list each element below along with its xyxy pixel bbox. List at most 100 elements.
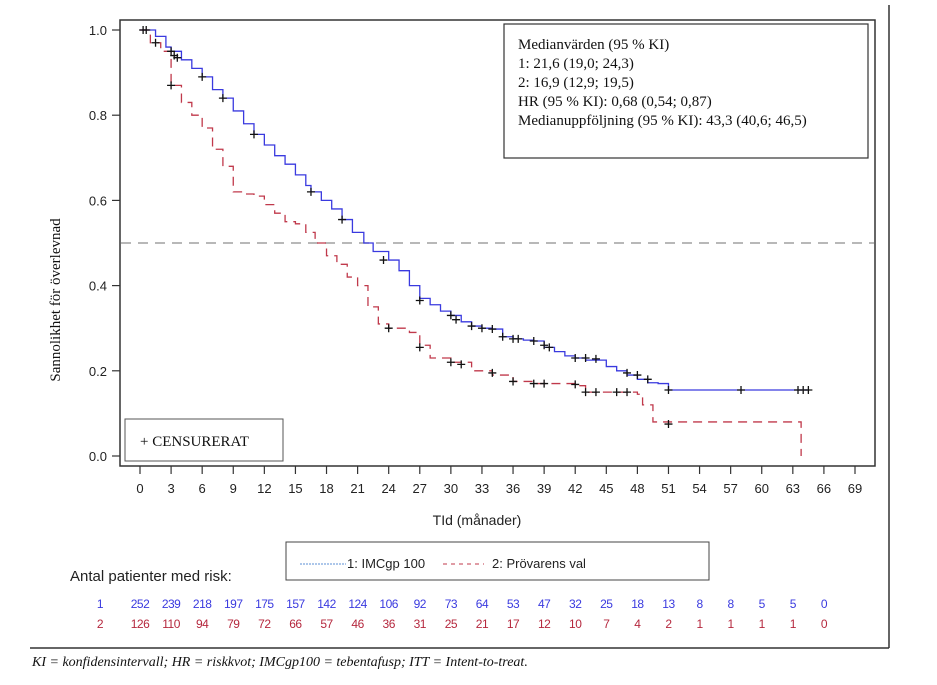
risk-value: 0 [821,617,828,631]
censor-mark-series-1 [167,47,176,56]
risk-value: 13 [662,597,675,611]
risk-value: 252 [131,597,150,611]
censor-mark-series-1 [249,130,258,139]
censor-mark-series-2 [509,377,518,386]
risk-value: 25 [600,597,613,611]
censor-mark-series-2 [581,388,590,397]
y-tick-label: 1.0 [89,23,107,38]
stats-line: HR (95 % KI): 0,68 (0,54; 0,87) [518,94,712,110]
censor-mark-series-1 [467,322,476,331]
risk-value: 1 [696,617,703,631]
censor-mark-series-1 [198,72,207,81]
risk-value: 10 [569,617,582,631]
risk-value: 175 [255,597,274,611]
censor-mark-series-1 [545,343,554,352]
censor-mark-series-1 [623,368,632,377]
censor-mark-series-1 [571,354,580,363]
risk-value: 72 [258,617,271,631]
x-tick-label: 42 [568,481,582,496]
censor-mark-series-1 [498,332,507,341]
risk-value: 46 [351,617,364,631]
censor-legend-label: + CENSURERAT [140,434,249,450]
y-tick-label: 0.8 [89,108,107,123]
risk-value: 64 [476,597,489,611]
y-axis: 0.0 0.2 0.4 0.6 0.8 1.0 [89,23,120,464]
risk-value: 110 [162,617,180,631]
stats-line: 2: 16,9 (12,9; 19,5) [518,75,634,91]
censor-mark-series-2 [151,38,160,47]
x-tick-label: 21 [350,481,364,496]
x-tick-label: 63 [786,481,800,496]
x-tick-label: 45 [599,481,613,496]
risk-value: 5 [790,597,797,611]
y-tick-label: 0.6 [89,193,107,208]
risk-value: 31 [414,617,427,631]
censor-mark-series-2 [623,388,632,397]
stats-line: 1: 21,6 (19,0; 24,3) [518,56,634,72]
censor-mark-series-1 [452,315,461,324]
stats-box: Medianvärden (95 % KI) 1: 21,6 (19,0; 24… [503,23,869,159]
censor-mark-series-2 [415,343,424,352]
censor-mark-series-2 [664,420,673,429]
x-tick-label: 30 [444,481,458,496]
risk-value: 239 [162,597,181,611]
stats-line: Medianvärden (95 % KI) [518,37,669,53]
risk-value: 47 [538,597,551,611]
censor-mark-series-2 [571,380,580,389]
risk-value: 0 [821,597,828,611]
censor-mark-series-2 [488,368,497,377]
risk-value: 8 [728,597,735,611]
risk-value: 1 [728,617,735,631]
censor-mark-series-2 [540,379,549,388]
risk-table: 1 252 239 218 197 175 157 142 124 106 92 73 64 53 47 32… [97,597,828,631]
risk-value: 18 [631,597,644,611]
censor-mark-series-2 [591,388,600,397]
risk-value: 4 [634,617,641,631]
risk-value: 66 [289,617,302,631]
censor-mark-series-1 [664,385,673,394]
censor-mark-series-1 [338,215,347,224]
censor-mark-series-1 [488,325,497,334]
legend-label-series-1: 1: IMCgp 100 [347,556,425,571]
risk-value: 21 [476,617,489,631]
risk-row-label: 2 [97,617,104,631]
censor-mark-series-1 [415,296,424,305]
x-tick-label: 60 [755,481,769,496]
censor-mark-series-1 [633,371,642,380]
censor-mark-series-1 [737,385,746,394]
stats-line: Medianuppföljning (95 % KI): 43,3 (40,6;… [518,113,807,129]
censor-mark-series-1 [540,341,549,350]
censor-mark-series-1 [306,187,315,196]
x-tick-label: 15 [288,481,302,496]
censor-mark-series-1 [591,354,600,363]
x-tick-label: 69 [848,481,862,496]
censor-mark-series-1 [173,53,182,62]
risk-row-label: 1 [97,597,104,611]
censor-mark-series-2 [446,358,455,367]
risk-value: 7 [603,617,610,631]
y-axis-title: Sannolikhet för överlevnad [48,218,64,382]
risk-value: 92 [414,597,427,611]
censor-mark-series-2 [167,81,176,90]
censor-mark-series-1 [379,256,388,265]
x-tick-label: 39 [537,481,551,496]
risk-value: 1 [759,617,766,631]
censor-mark-series-2 [384,324,393,333]
risk-table-title: Antal patienter med risk: [70,568,232,585]
censor-mark-series-1 [581,354,590,363]
risk-value: 57 [320,617,333,631]
x-tick-label: 12 [257,481,271,496]
footnote: KI = konfidensintervall; HR = riskkvot; … [32,655,528,670]
risk-value: 218 [193,597,212,611]
x-tick-label: 54 [692,481,706,496]
censor-mark-series-2 [612,388,621,397]
x-tick-label: 6 [199,481,206,496]
x-tick-label: 18 [319,481,333,496]
x-tick-label: 51 [661,481,675,496]
y-tick-label: 0.2 [89,364,107,379]
y-tick-label: 0.4 [89,279,107,294]
x-tick-label: 36 [506,481,520,496]
x-tick-label: 57 [723,481,737,496]
x-tick-label: 27 [413,481,427,496]
